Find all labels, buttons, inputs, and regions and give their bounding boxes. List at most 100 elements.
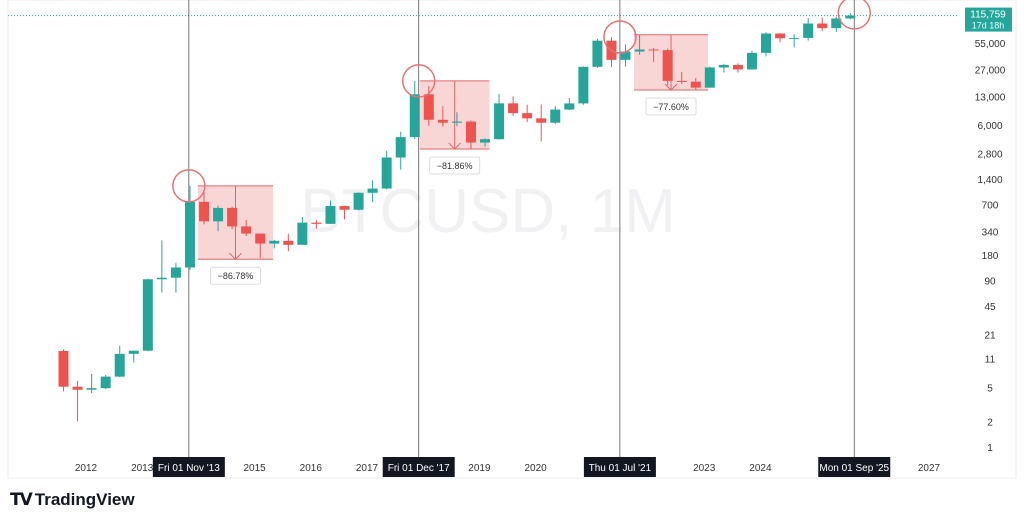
y-tick-label: 180: [982, 251, 999, 262]
y-tick-label: 6,000: [977, 121, 1002, 132]
y-tick-label: 2: [987, 417, 993, 428]
y-tick-label: 27,000: [975, 65, 1006, 76]
candle-body: [423, 94, 434, 120]
candle-body: [381, 157, 392, 189]
candle-body: [311, 222, 322, 224]
candle-body: [508, 103, 519, 114]
peak-circle: [837, 0, 871, 30]
x-tick-label: 2020: [524, 463, 547, 474]
candle-body: [732, 64, 743, 70]
drawdown-label-box: [645, 97, 697, 116]
candle-body: [156, 277, 167, 280]
y-tick-label: 45: [984, 302, 996, 313]
tradingview-logo-icon: 𝗧𝗩: [10, 490, 33, 509]
x-tick-label: 2017: [356, 463, 379, 474]
candle-body: [255, 233, 266, 244]
candle-body: [845, 15, 856, 19]
candle-body: [241, 226, 252, 234]
marker-date-label: Mon 01 Sep '25: [819, 463, 889, 474]
x-tick-label: 2012: [75, 463, 98, 474]
candle-body: [718, 64, 729, 68]
x-tick-label: 2015: [243, 463, 266, 474]
drawdown-arrow-head: [664, 83, 678, 91]
candle-body: [789, 37, 800, 39]
candle-body: [578, 66, 589, 104]
drawdown-label: −81.86%: [437, 161, 473, 171]
candle-body: [451, 121, 462, 123]
candle-body: [648, 49, 659, 51]
peak-circle: [603, 20, 637, 54]
candle-body: [522, 113, 533, 119]
last-price-tag: [965, 7, 1012, 32]
x-tick-label: 2013: [131, 463, 154, 474]
candle-body: [72, 386, 83, 390]
y-tick-label: 13,000: [975, 92, 1006, 103]
y-tick-label: 21: [984, 330, 996, 341]
candle-body: [550, 109, 561, 123]
candle-body: [494, 103, 505, 140]
drawdown-label-box: [209, 266, 261, 285]
candle-body: [142, 279, 153, 351]
candle-body: [592, 40, 603, 67]
candle-body: [620, 51, 631, 60]
candle-body: [339, 206, 350, 210]
marker-date-tag: [382, 457, 455, 477]
candle-body: [817, 23, 828, 29]
candle-body: [465, 121, 476, 143]
drawdown-arrow-head: [448, 142, 462, 150]
candle-body: [761, 33, 772, 53]
candle-body: [746, 52, 757, 70]
candle-body: [269, 240, 280, 244]
candle-body: [704, 67, 715, 88]
y-tick-label: 55,000: [975, 39, 1006, 50]
candle-body: [58, 350, 69, 387]
candle-body: [367, 188, 378, 193]
y-tick-label: 5: [987, 383, 993, 394]
x-tick-label: 2016: [300, 463, 323, 474]
candle-body: [227, 207, 238, 227]
candle-body: [831, 18, 842, 29]
btc-chart[interactable]: BTCUSD, 1M −86.78% −81.86% −77.60% 2012 2013…: [0, 0, 1024, 480]
watermark: BTCUSD, 1M: [300, 177, 675, 246]
candle-body: [184, 201, 195, 268]
x-tick-label: 2024: [749, 463, 772, 474]
candle-body: [775, 33, 786, 39]
marker-date-tag: [818, 457, 891, 477]
drawdown-label-box: [429, 156, 481, 175]
bar-countdown: 17d 18h: [972, 21, 1005, 31]
candle-body: [100, 376, 111, 389]
candle-body: [353, 192, 364, 210]
x-tick-label: 2023: [693, 463, 716, 474]
x-tick-label: 2027: [918, 463, 941, 474]
y-tick-label: 700: [982, 201, 999, 212]
candle-body: [662, 50, 673, 81]
candle-body: [803, 23, 814, 38]
peak-circle: [401, 64, 436, 98]
candle-body: [86, 388, 97, 390]
candle-body: [395, 137, 406, 158]
candle-body: [536, 118, 547, 123]
candle-body: [564, 103, 575, 110]
marker-date-label: Fri 01 Nov '13: [158, 463, 220, 474]
candle-body: [297, 222, 308, 245]
drawdown-arrow-head: [229, 252, 242, 260]
y-tick-label: 340: [982, 227, 999, 238]
y-tick-label: 11: [985, 354, 996, 365]
y-tick-label: 90: [984, 276, 996, 287]
candle-body: [690, 81, 701, 88]
tradingview-logo[interactable]: 𝗧𝗩 TradingView: [10, 490, 135, 510]
candle-body: [128, 350, 139, 354]
marker-date-label: Thu 01 Jul '21: [589, 463, 652, 474]
y-tick-label: 2,800: [977, 149, 1002, 160]
candle-body: [283, 240, 294, 245]
candle-body: [114, 353, 125, 377]
drawdown-label: −77.60%: [653, 102, 689, 112]
candle-body: [676, 80, 687, 82]
peak-circle: [172, 169, 206, 203]
logo-text: TradingView: [34, 490, 135, 509]
marker-date-tag: [152, 457, 225, 477]
marker-date-tag: [583, 457, 656, 477]
chart-frame: [7, 0, 1017, 479]
x-tick-label: 2019: [468, 463, 491, 474]
candle-body: [170, 267, 181, 278]
